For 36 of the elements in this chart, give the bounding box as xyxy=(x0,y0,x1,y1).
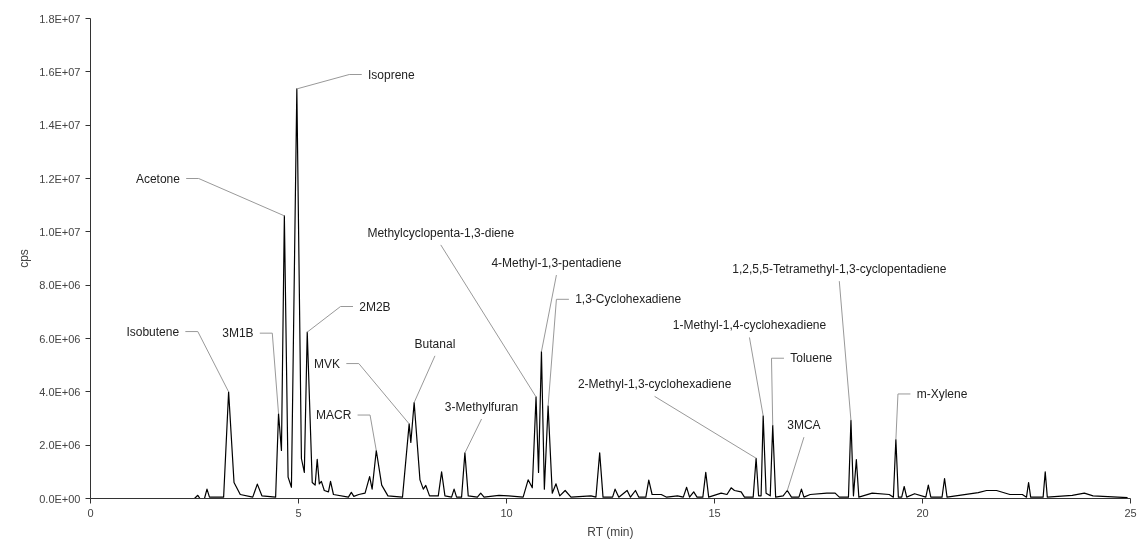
y-tick-label: 6.0E+06 xyxy=(39,332,81,345)
annotation: 2-Methyl-1,3-cyclohexadiene xyxy=(577,377,732,392)
annotation: 1,3-Cyclohexadiene xyxy=(575,292,682,307)
annotation: Acetone xyxy=(135,171,181,186)
y-tick-label: 1.0E+07 xyxy=(39,225,81,238)
x-tick-label: 0 xyxy=(87,506,94,519)
annotation: 3-Methylfuran xyxy=(444,400,519,415)
y-tick-label: 1.2E+07 xyxy=(39,172,81,185)
annotation: 1,2,5,5-Tetramethyl-1,3-cyclopentadiene xyxy=(732,262,947,277)
annotation: 2M2B xyxy=(359,299,391,314)
annotation: Isoprene xyxy=(367,67,415,82)
x-axis-title: RT (min) xyxy=(587,524,634,539)
y-tick-label: 2.0E+06 xyxy=(39,439,81,452)
y-tick-label: 4.0E+06 xyxy=(39,385,81,398)
y-axis-title: cps xyxy=(17,249,32,268)
annotation: Methylcyclopenta-1,3-diene xyxy=(367,225,515,240)
annotation: MACR xyxy=(316,408,352,423)
annotation: Butanal xyxy=(414,336,456,351)
x-tick-label: 5 xyxy=(295,506,302,519)
y-tick-label: 8.0E+06 xyxy=(39,279,81,292)
annotation: 4-Methyl-1,3-pentadiene xyxy=(491,256,622,271)
x-tick-label: 10 xyxy=(500,506,513,519)
annotation: Isobutene xyxy=(126,324,180,339)
y-tick-label: 1.4E+07 xyxy=(39,119,81,132)
annotation: MVK xyxy=(314,356,341,371)
annotation: 3MCA xyxy=(787,418,821,433)
annotation: Toluene xyxy=(790,351,833,366)
x-tick-label: 20 xyxy=(916,506,929,519)
y-tick-label: 1.6E+07 xyxy=(39,65,81,78)
annotation: 1-Methyl-1,4-cyclohexadiene xyxy=(672,318,827,333)
x-tick-label: 15 xyxy=(708,506,721,519)
y-tick-label: 0.0E+00 xyxy=(39,492,81,505)
x-tick-label: 25 xyxy=(1124,506,1137,519)
annotation: 3M1B xyxy=(222,326,254,341)
annotation: m-Xylene xyxy=(916,386,968,401)
y-tick-label: 1.8E+07 xyxy=(39,12,81,25)
